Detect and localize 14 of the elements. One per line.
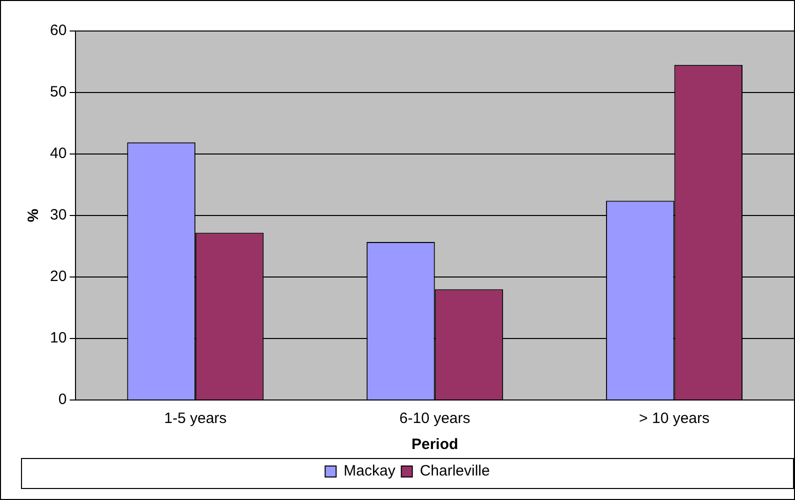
y-tick-label: 20 [50,268,67,286]
y-tick-label: 50 [50,84,67,101]
y-tick-label: 60 [50,22,67,40]
x-axis-title: Period [412,436,458,454]
y-tick-label: 30 [50,206,67,224]
legend-label: Charleville [420,462,490,480]
x-tick-label: 6-10 years [399,410,470,428]
legend-label: Mackay [344,462,396,480]
x-tick-label: 1-5 years [164,410,227,428]
y-axis-title: % [25,208,42,222]
y-tick-label: 0 [58,391,67,408]
y-tick-label: 40 [50,145,67,162]
x-tick-label: > 10 years [639,410,710,428]
y-tick-label: 10 [50,330,67,347]
